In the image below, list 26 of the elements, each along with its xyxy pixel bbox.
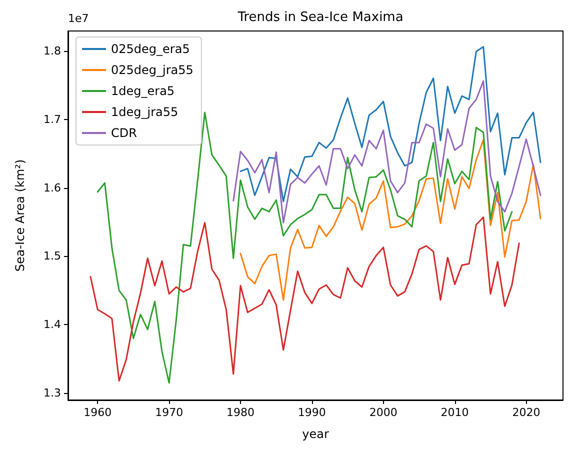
legend-label: 025deg_era5 bbox=[111, 42, 190, 56]
x-tick-label: 1980 bbox=[226, 406, 254, 419]
x-tick-label: 2000 bbox=[369, 406, 398, 419]
legend-label: CDR bbox=[111, 126, 137, 140]
x-tick-label: 1990 bbox=[298, 406, 326, 419]
legend-label: 1deg_era5 bbox=[111, 84, 175, 98]
x-tick-label: 2010 bbox=[440, 406, 469, 419]
y-axis-title: Sea-Ice Area (km²) bbox=[13, 159, 27, 272]
x-tick-label: 1970 bbox=[155, 406, 184, 419]
legend-label: 025deg_jra55 bbox=[111, 63, 194, 77]
x-axis-title: year bbox=[302, 427, 329, 441]
y-tick-label: 1.4 bbox=[44, 318, 61, 332]
line-series bbox=[90, 216, 520, 382]
line-series bbox=[240, 46, 542, 202]
text: 1e7 bbox=[68, 12, 89, 25]
line-series bbox=[240, 139, 542, 301]
y-tick-label: 1.7 bbox=[44, 112, 61, 126]
x-tick-label: 1960 bbox=[84, 406, 112, 419]
legend-label: 1deg_jra55 bbox=[111, 105, 178, 119]
y-tick-label: 1.3 bbox=[44, 386, 61, 400]
x-tick-label: 2020 bbox=[512, 406, 540, 419]
y-tick-label: 1.5 bbox=[44, 250, 61, 263]
y-tick-label: 1.8 bbox=[44, 44, 61, 58]
line-series bbox=[232, 80, 542, 224]
y-tick-label: 1.6 bbox=[44, 181, 61, 194]
chart-title: Trends in Sea-Ice Maxima bbox=[236, 10, 404, 25]
